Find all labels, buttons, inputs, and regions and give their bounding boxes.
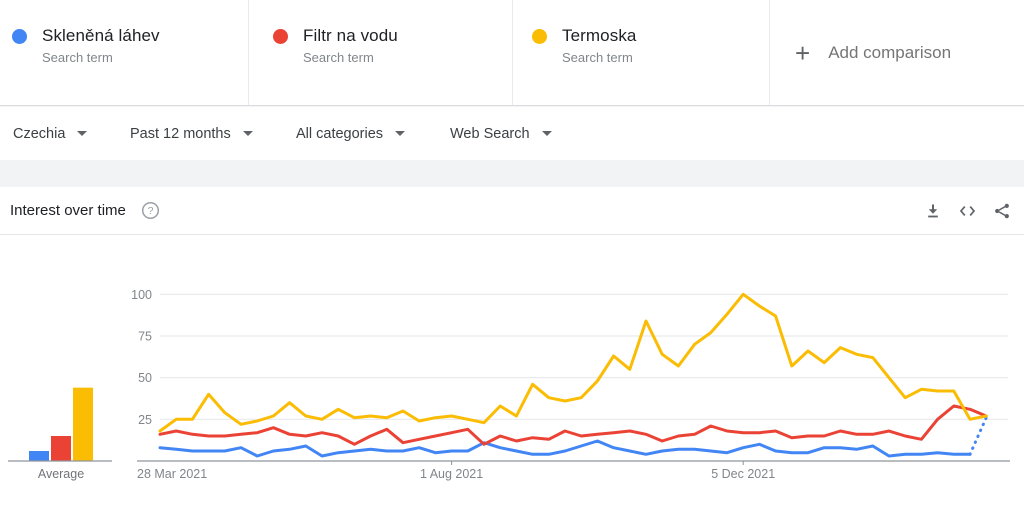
search-type-filter-value: Web Search <box>450 125 530 142</box>
region-filter-value: Czechia <box>13 125 66 142</box>
series-line-dashed-tail <box>968 416 988 456</box>
y-tick-label: 75 <box>138 329 152 343</box>
series-line <box>158 404 988 446</box>
y-tick-label: 50 <box>138 371 152 385</box>
share-icon[interactable] <box>993 202 1011 220</box>
average-label: Average <box>38 467 84 481</box>
series-line <box>158 292 988 433</box>
x-tick-label: 5 Dec 2021 <box>711 467 775 481</box>
term-title: Filtr na vodu <box>303 26 398 45</box>
term-card-termoska[interactable]: Termoska Search term <box>513 0 769 105</box>
x-tick-label: 1 Aug 2021 <box>420 467 483 481</box>
plus-icon: + <box>795 37 811 68</box>
card-divider <box>512 0 513 105</box>
category-filter-value: All categories <box>296 125 384 142</box>
chevron-down-icon <box>541 131 552 136</box>
card-divider <box>769 0 770 105</box>
term-color-dot-icon <box>273 29 288 44</box>
chevron-down-icon <box>242 131 253 136</box>
svg-text:?: ? <box>147 205 153 217</box>
region-filter-dropdown[interactable]: Czechia <box>13 107 88 160</box>
term-color-dot-icon <box>532 29 547 44</box>
term-subtitle: Search term <box>42 50 113 65</box>
chevron-down-icon <box>395 131 406 136</box>
embed-code-icon[interactable] <box>958 202 977 220</box>
average-bar-1 <box>29 450 49 461</box>
interest-over-time-header: Interest over time ? <box>0 187 1024 235</box>
term-title: Termoska <box>562 26 637 45</box>
card-divider <box>248 0 249 105</box>
widget-actions <box>924 187 1011 235</box>
add-comparison-label: Add comparison <box>828 42 952 62</box>
average-bar-2 <box>51 435 71 461</box>
term-subtitle: Search term <box>303 50 374 65</box>
chevron-down-icon <box>77 131 88 136</box>
add-comparison-button[interactable]: + Add comparison <box>795 0 1024 105</box>
term-card-filtr-na-vodu[interactable]: Filtr na vodu Search term <box>249 0 512 105</box>
x-tick-label: 28 Mar 2021 <box>137 467 207 481</box>
y-tick-label: 100 <box>131 288 152 302</box>
y-tick-label: 25 <box>138 413 152 427</box>
time-range-filter-dropdown[interactable]: Past 12 months <box>130 107 253 160</box>
help-icon[interactable]: ? <box>141 201 160 220</box>
section-gap <box>0 160 1024 187</box>
term-card-sklenena-lahev[interactable]: Skleněná láhev Search term <box>0 0 248 105</box>
search-type-filter-dropdown[interactable]: Web Search <box>450 107 552 160</box>
download-icon[interactable] <box>924 202 942 220</box>
filters-row: Czechia Past 12 months All categories We… <box>0 107 1024 160</box>
category-filter-dropdown[interactable]: All categories <box>296 107 406 160</box>
term-title: Skleněná láhev <box>42 26 160 45</box>
series-line <box>158 439 972 458</box>
average-bar-3 <box>73 387 93 461</box>
time-range-filter-value: Past 12 months <box>130 125 231 142</box>
term-color-dot-icon <box>12 29 27 44</box>
term-subtitle: Search term <box>562 50 633 65</box>
interest-over-time-chart[interactable]: 25 50 75 100 28 Mar 2021 1 Aug 2021 5 Dec 2021… <box>0 235 1024 511</box>
comparison-cards-row: Skleněná láhev Search term Filtr na vodu… <box>0 0 1024 106</box>
widget-title: Interest over time <box>10 202 126 219</box>
